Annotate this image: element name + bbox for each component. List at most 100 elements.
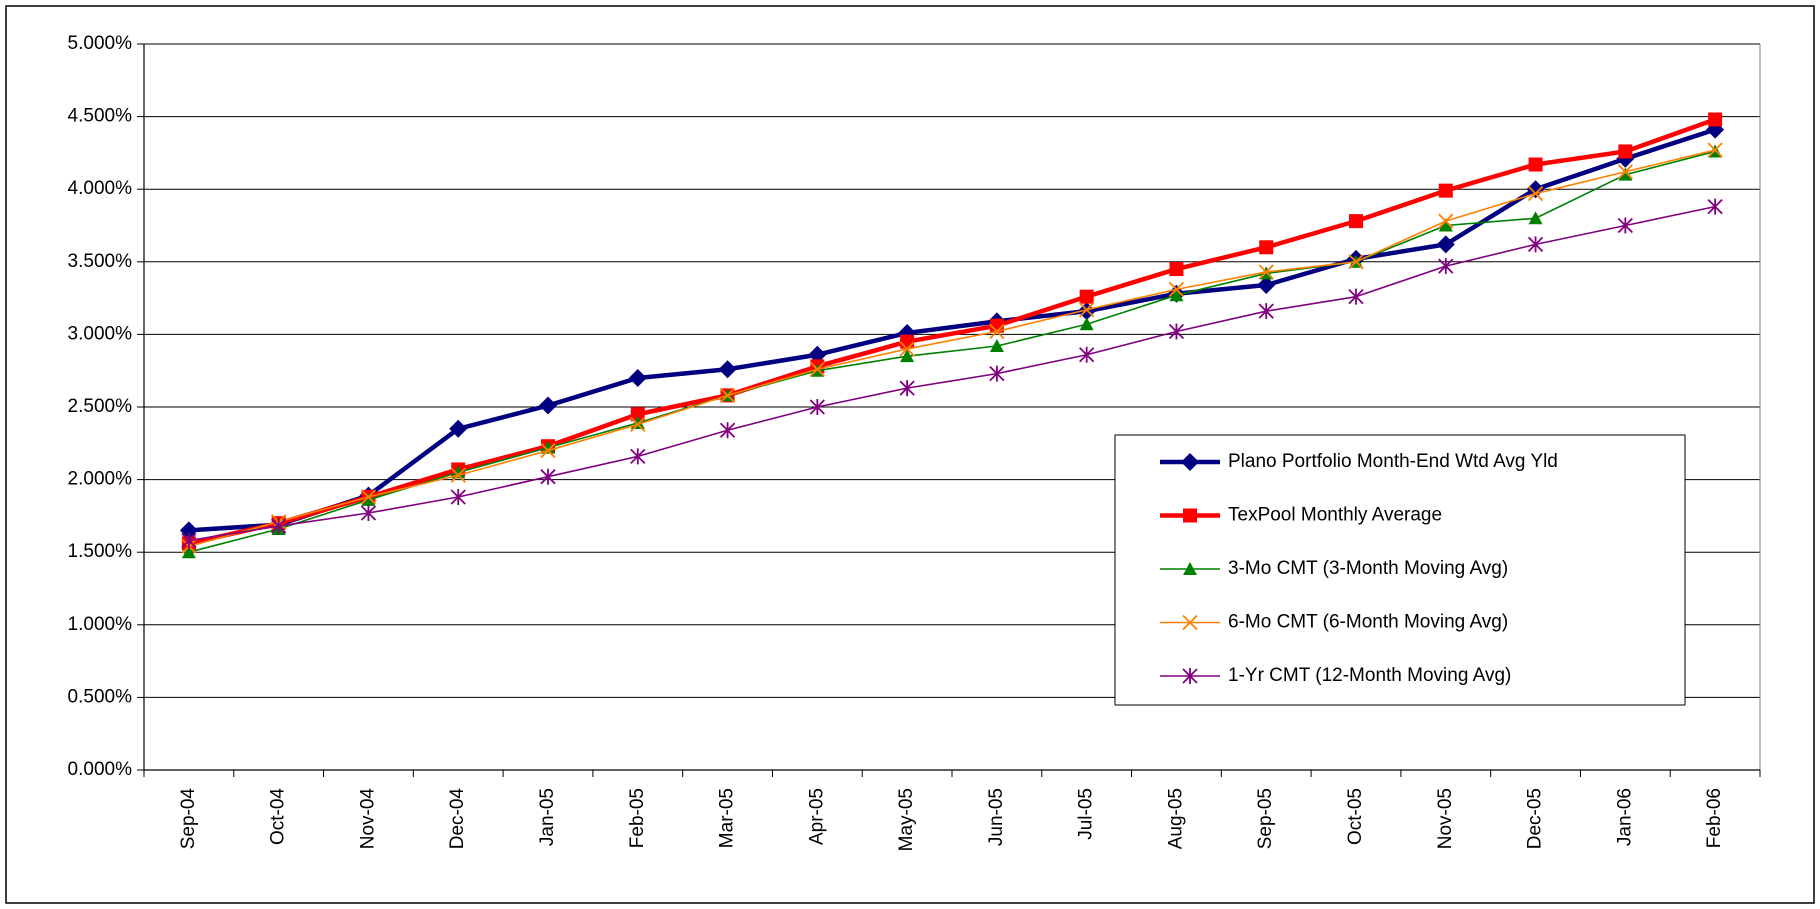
marker: [1259, 240, 1274, 255]
marker: [1168, 323, 1185, 340]
x-tick-label: Dec-04: [447, 788, 468, 850]
x-tick-label: Nov-04: [357, 788, 378, 850]
marker: [1257, 276, 1276, 295]
x-tick-label: Oct-04: [268, 788, 289, 845]
legend-box: [1114, 434, 1686, 706]
marker: [1618, 144, 1633, 159]
series-line: [188, 150, 1716, 553]
y-tick-label: 3.500%: [68, 251, 133, 272]
marker: [539, 396, 557, 415]
marker: [719, 422, 736, 439]
marker: [809, 399, 825, 415]
y-tick-label: 0.000%: [68, 759, 133, 780]
marker: [1438, 213, 1454, 229]
x-tick-label: Sep-05: [1255, 788, 1276, 849]
marker: [989, 323, 1005, 340]
marker: [989, 365, 1005, 382]
x-tick-label: Feb-05: [627, 788, 648, 848]
marker: [1707, 198, 1723, 215]
marker: [1438, 183, 1453, 198]
marker: [630, 448, 646, 465]
marker: [1528, 211, 1543, 225]
marker: [1077, 302, 1096, 321]
series-line: [188, 127, 1716, 533]
marker: [1527, 236, 1544, 253]
marker: [630, 416, 646, 433]
y-tick-label: 1.500%: [68, 541, 133, 562]
y-tick-label: 1.000%: [68, 614, 133, 635]
x-tick-label: Jul-05: [1076, 788, 1097, 840]
marker: [1708, 112, 1723, 127]
marker: [628, 368, 647, 387]
marker: [899, 380, 915, 397]
legend: Plano Portfolio Month-End Wtd Avg Yld Tex…: [1114, 434, 1686, 706]
marker: [1079, 289, 1094, 304]
marker: [1169, 262, 1184, 277]
legend-marker: [1182, 668, 1198, 684]
marker: [809, 361, 825, 377]
legend-label: Plano Portfolio Month-End Wtd Avg Yld: [1228, 451, 1558, 472]
x-tick-label: Dec-05: [1525, 788, 1546, 849]
x-tick-label: Nov-05: [1435, 788, 1456, 849]
marker: [1349, 214, 1363, 229]
marker: [989, 339, 1004, 353]
marker: [1168, 281, 1185, 298]
x-tick-label: Apr-05: [806, 788, 827, 845]
x-tick-label: Aug-05: [1165, 788, 1186, 849]
marker: [1526, 180, 1545, 199]
marker: [630, 407, 645, 422]
marker: [450, 467, 466, 483]
marker: [1079, 302, 1095, 318]
legend-marker: [1183, 508, 1197, 523]
marker: [450, 489, 466, 506]
marker: [1348, 288, 1364, 305]
x-tick-label: Jun-05: [986, 788, 1007, 846]
x-tick-label: May-05: [896, 788, 917, 851]
marker: [808, 345, 827, 364]
marker: [540, 442, 556, 459]
marker: [1348, 254, 1364, 270]
series: [179, 112, 1725, 559]
legend-marker: [1181, 453, 1199, 471]
y-tick-label: 0.500%: [68, 686, 133, 707]
y-tick-label: 2.500%: [68, 396, 133, 417]
marker: [1618, 167, 1633, 181]
x-tick-label: Oct-05: [1345, 788, 1366, 845]
marker: [899, 341, 915, 357]
marker: [719, 387, 736, 404]
marker: [900, 349, 915, 363]
marker: [1079, 317, 1094, 331]
series-line: [188, 205, 1716, 542]
marker: [361, 492, 376, 506]
y-tick-label: 5.000%: [68, 33, 133, 54]
marker: [360, 489, 377, 505]
x-tick-label: Mar-05: [717, 788, 738, 848]
y-tick-label: 4.500%: [68, 106, 133, 127]
x-tick-label: Jan-06: [1614, 788, 1635, 846]
marker: [540, 468, 556, 485]
series-line: [188, 117, 1716, 546]
legend-marker: [1182, 614, 1198, 631]
marker: [1617, 217, 1633, 234]
marker: [1527, 185, 1544, 202]
y-tick-label: 4.000%: [68, 178, 133, 199]
marker: [449, 419, 468, 438]
series-line: [188, 149, 1716, 548]
legend-marker: [1183, 562, 1197, 575]
marker: [360, 504, 377, 521]
marker: [1707, 142, 1723, 158]
marker: [541, 440, 555, 454]
marker: [1436, 235, 1455, 254]
y-tick-label: 3.000%: [68, 323, 133, 344]
legend-label: 3-Mo CMT (3-Month Moving Avg): [1228, 558, 1508, 579]
x-tick-label: Jan-05: [537, 788, 558, 846]
marker: [718, 360, 737, 379]
legend-label: 6-Mo CMT (6-Month Moving Avg): [1228, 612, 1508, 633]
marker: [1079, 346, 1095, 363]
marker: [1438, 258, 1454, 275]
x-tick-label: Sep-04: [178, 788, 199, 850]
marker: [1617, 164, 1633, 180]
marker: [181, 545, 196, 559]
marker: [900, 334, 915, 349]
